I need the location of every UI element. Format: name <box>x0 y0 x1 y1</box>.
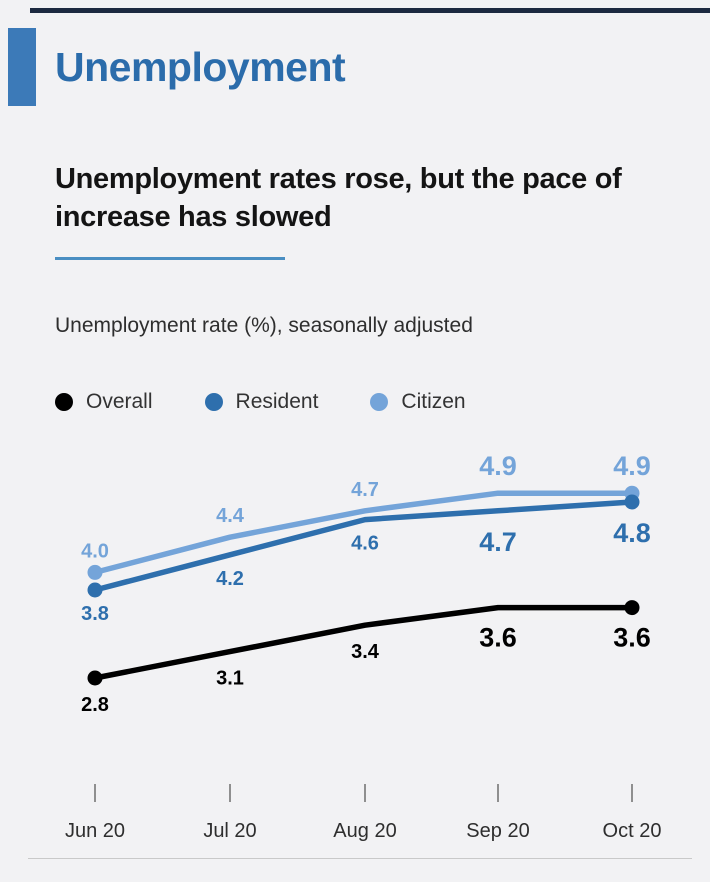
data-label-citizen: 4.4 <box>216 505 245 527</box>
legend-label-overall: Overall <box>86 390 153 413</box>
legend-item-overall: Overall <box>55 390 153 414</box>
headline-underline <box>55 257 285 260</box>
brand-accent-block <box>8 28 36 106</box>
data-label-resident: 3.8 <box>81 603 109 625</box>
series-line-overall <box>92 604 635 681</box>
top-bar <box>30 8 710 13</box>
bottom-divider <box>28 858 692 859</box>
chart-legend: Overall Resident Citizen <box>55 390 466 414</box>
data-label-overall: 3.6 <box>613 623 651 653</box>
data-label-resident: 4.7 <box>479 527 517 557</box>
data-point-citizen <box>87 564 103 580</box>
legend-label-resident: Resident <box>235 390 319 413</box>
data-point-resident <box>87 582 103 598</box>
data-point-resident <box>624 494 640 510</box>
data-point-overall <box>624 600 640 616</box>
legend-dot-overall <box>55 393 73 411</box>
data-point-overall <box>87 670 103 686</box>
legend-item-resident: Resident <box>204 390 319 414</box>
series-line-citizen <box>92 490 635 576</box>
section-title: Unemployment <box>55 44 346 90</box>
data-label-overall: 3.6 <box>479 623 517 653</box>
x-axis-label: Jun 20 <box>65 820 125 842</box>
data-label-citizen: 4.9 <box>613 451 651 481</box>
legend-label-citizen: Citizen <box>401 390 466 413</box>
legend-dot-resident <box>204 393 223 411</box>
data-label-resident: 4.8 <box>613 518 651 548</box>
data-label-resident: 4.6 <box>351 533 379 555</box>
line-chart: Jun 20 Jul 20 Aug 20 Sep 20 Oct 20 4.0 4.4 4.7 4… <box>65 451 662 842</box>
data-label-citizen: 4.9 <box>479 451 517 481</box>
chart-subtitle: Unemployment rate (%), seasonally adjust… <box>55 314 473 337</box>
series-line-resident <box>92 499 635 593</box>
x-axis-label: Oct 20 <box>603 820 662 842</box>
data-label-overall: 3.1 <box>216 668 244 690</box>
data-label-overall: 2.8 <box>81 694 109 716</box>
x-axis-label: Jul 20 <box>203 820 256 842</box>
data-label-citizen: 4.7 <box>351 479 379 501</box>
data-label-citizen: 4.0 <box>81 540 109 562</box>
legend-item-citizen: Citizen <box>370 390 466 414</box>
data-label-resident: 4.2 <box>216 568 244 590</box>
x-axis-label: Sep 20 <box>466 820 529 842</box>
headline: Unemployment rates rose, but the pace of… <box>55 163 622 234</box>
x-axis-label: Aug 20 <box>333 820 396 842</box>
data-label-overall: 3.4 <box>351 641 380 663</box>
legend-dot-citizen <box>370 393 389 411</box>
